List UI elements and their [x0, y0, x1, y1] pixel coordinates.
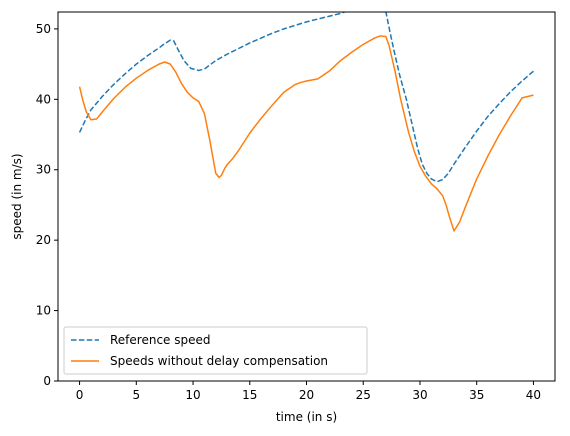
y-tick-label: 50 [36, 22, 51, 36]
x-tick-label: 35 [469, 388, 484, 402]
x-tick-label: 10 [185, 388, 200, 402]
y-axis-ticks: 0 10 20 30 40 50 [36, 22, 58, 388]
x-tick-label: 30 [412, 388, 427, 402]
series-line-reference-speed [78, 12, 534, 183]
y-tick-label: 40 [36, 92, 51, 106]
x-tick-label: 0 [76, 388, 84, 402]
y-tick-label: 20 [36, 233, 51, 247]
x-axis-ticks: 0 5 10 15 20 25 30 35 40 [76, 381, 541, 402]
x-tick-label: 25 [356, 388, 371, 402]
legend: Reference speed Speeds without delay com… [63, 326, 368, 375]
x-tick-label: 5 [132, 388, 140, 402]
y-tick-label: 0 [43, 374, 51, 388]
x-tick-label: 15 [242, 388, 257, 402]
series-layer [78, 12, 534, 232]
series-line-without-compensation [78, 35, 534, 232]
y-tick-label: 30 [36, 163, 51, 177]
y-axis-label: speed (in m/s) [10, 153, 24, 239]
y-tick-label: 10 [36, 304, 51, 318]
x-tick-label: 20 [299, 388, 314, 402]
x-tick-label: 40 [526, 388, 541, 402]
plot-area [58, 12, 555, 381]
x-axis-label: time (in s) [276, 410, 337, 424]
legend-box [63, 326, 368, 375]
legend-label-no-compensation: Speeds without delay compensation [110, 354, 328, 368]
legend-label-reference: Reference speed [110, 333, 211, 347]
